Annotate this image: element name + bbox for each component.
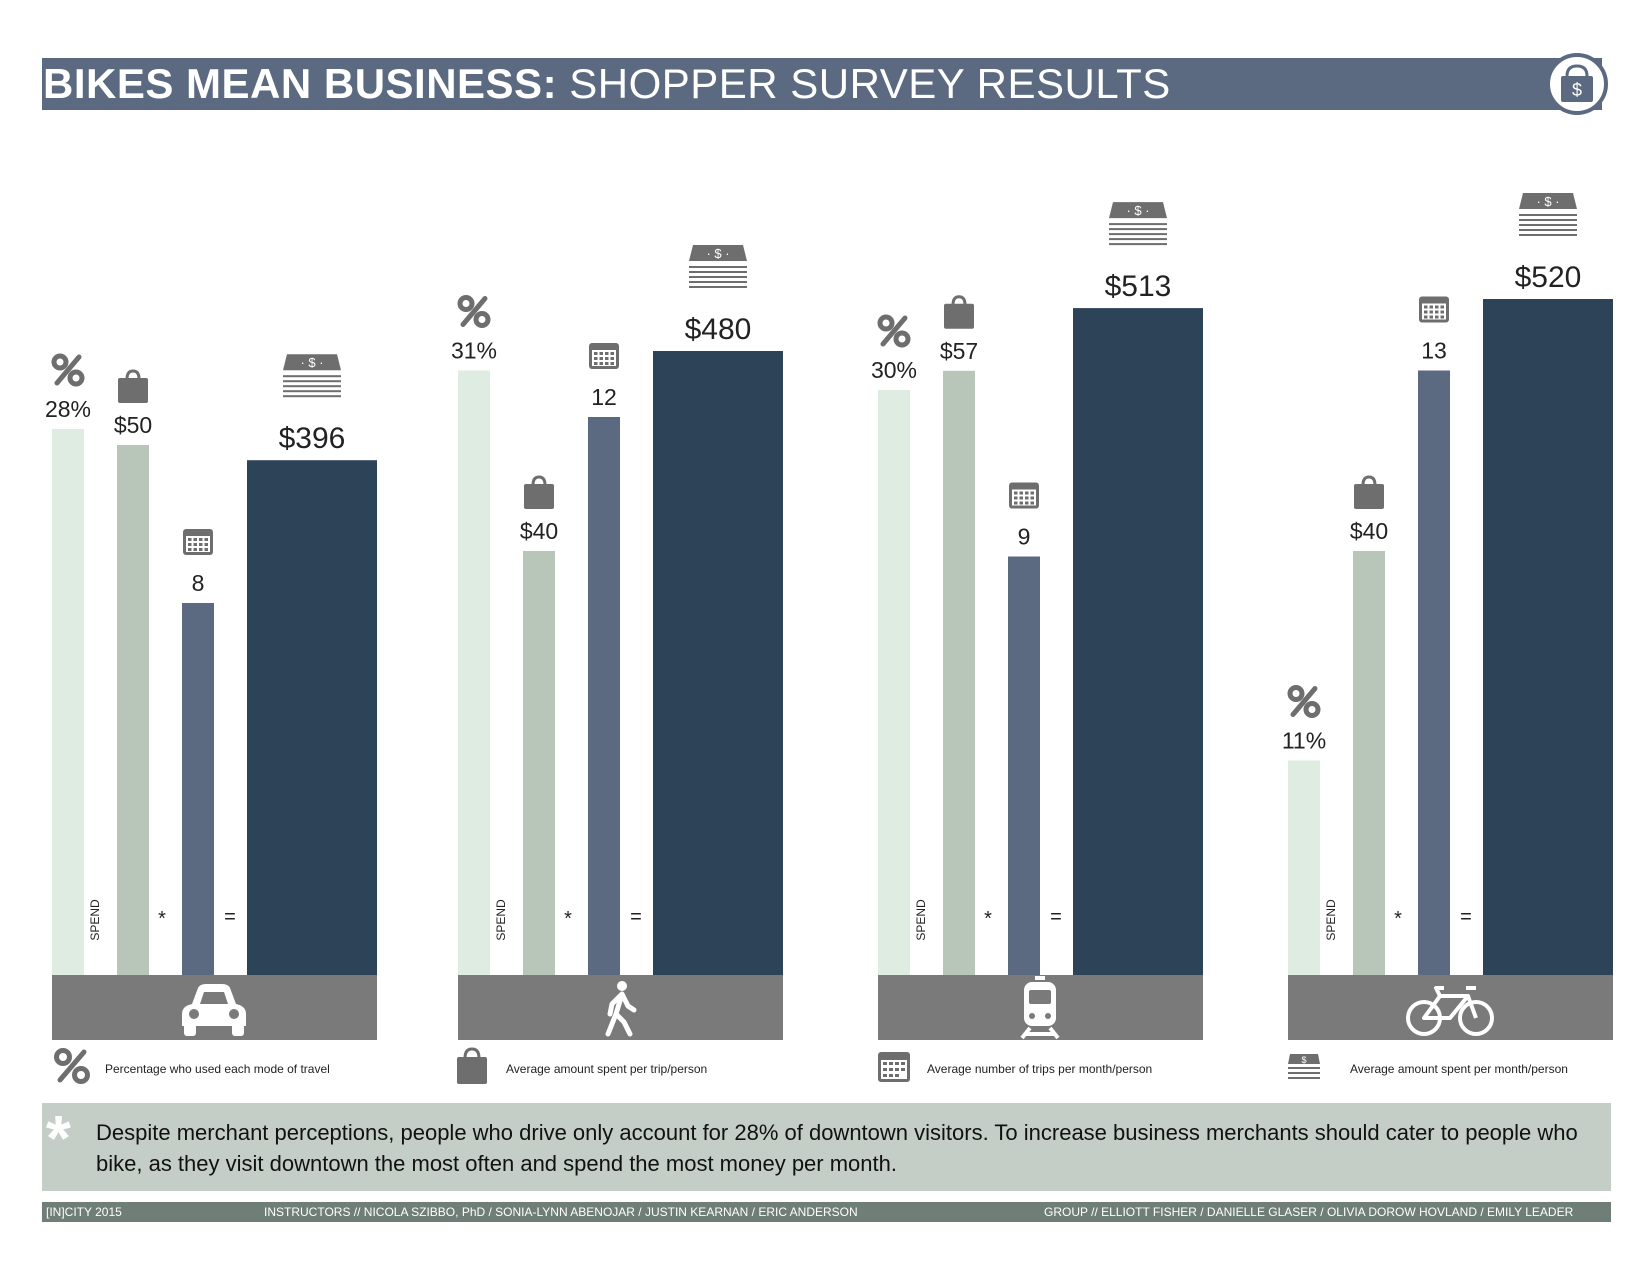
bar-walk-series-1 — [523, 551, 555, 975]
equals-sign-drive: = — [224, 906, 236, 928]
walking-person-icon — [605, 981, 637, 1037]
bar-walk-series-0 — [458, 370, 490, 975]
note-text: Despite merchant perceptions, people who… — [96, 1120, 1578, 1176]
bar-drive-series-1 — [117, 445, 149, 975]
data-label-transit-series-3: $513 — [1105, 270, 1172, 303]
data-label-bike-series-2: 13 — [1421, 338, 1447, 364]
page-title: BIKES MEAN BUSINESS: SHOPPER SURVEY RESU… — [43, 58, 1171, 110]
bar-bike-series-3 — [1483, 299, 1613, 975]
money-stack-icon-walk: · $ · — [689, 245, 747, 288]
shopping-bag-icon-drive — [118, 369, 148, 403]
shopping-bag-logo-icon: $ — [1546, 53, 1608, 115]
percent-icon-transit — [877, 314, 911, 348]
data-label-transit-series-2: 9 — [1018, 524, 1031, 550]
money-stack-icon-bike: · $ · — [1519, 193, 1577, 236]
money-stack-icon-drive: · $ · — [283, 354, 341, 398]
bar-transit-series-2 — [1008, 556, 1040, 975]
multiply-sign-bike: * — [1394, 908, 1402, 930]
data-label-drive-series-0: 28% — [45, 396, 91, 422]
data-label-transit-series-0: 30% — [871, 357, 917, 383]
legend-money-stack-icon: $ — [1288, 1054, 1320, 1079]
calendar-icon-drive — [183, 529, 213, 555]
svg-text:$: $ — [1301, 1055, 1306, 1065]
title-bold: BIKES MEAN BUSINESS: — [43, 60, 558, 107]
data-label-bike-series-1: $40 — [1350, 518, 1388, 544]
bar-drive-series-0 — [52, 429, 84, 975]
footer-bar — [42, 1202, 1611, 1222]
data-label-transit-series-1: $57 — [940, 338, 978, 364]
title-regular: SHOPPER SURVEY RESULTS — [569, 60, 1171, 107]
percent-icon-walk — [457, 295, 491, 328]
bar-walk-series-2 — [588, 417, 620, 975]
bar-bike-series-0 — [1288, 760, 1320, 975]
data-label-bike-series-0: 11% — [1282, 728, 1326, 754]
asterisk-icon: * — [46, 1102, 71, 1174]
money-stack-icon-transit: · $ · — [1109, 202, 1167, 246]
data-label-walk-series-1: $40 — [520, 518, 558, 544]
bar-walk-series-3 — [653, 351, 783, 975]
legend-shopping-bag-icon — [457, 1047, 487, 1084]
multiply-sign-walk: * — [564, 908, 572, 930]
car-icon — [182, 984, 246, 1036]
legend-label-percent: Percentage who used each mode of travel — [105, 1062, 330, 1076]
bar-bike-series-2 — [1418, 370, 1450, 975]
train-icon — [1020, 976, 1060, 1040]
equals-sign-walk: = — [630, 906, 642, 928]
data-label-walk-series-2: 12 — [591, 384, 617, 410]
bar-drive-series-3 — [247, 460, 377, 975]
legend-label-money: Average amount spent per month/person — [1350, 1062, 1568, 1076]
bicycle-icon — [1406, 986, 1494, 1036]
data-label-walk-series-3: $480 — [685, 313, 752, 346]
note-box — [42, 1103, 1611, 1191]
shopping-bag-icon-bike — [1354, 475, 1384, 509]
data-label-walk-series-0: 31% — [451, 338, 497, 364]
bar-transit-series-3 — [1073, 308, 1203, 976]
legend-label-calendar: Average number of trips per month/person — [927, 1062, 1153, 1076]
svg-text:$: $ — [1572, 80, 1582, 100]
svg-text:· $ ·: · $ · — [1126, 203, 1149, 218]
bar-drive-series-2 — [182, 603, 214, 975]
legend-percent-icon — [54, 1048, 90, 1084]
spend-label-transit: SPEND — [914, 899, 928, 941]
bar-bike-series-1 — [1353, 551, 1385, 975]
bar-chart: 28% $50 8 $396 · $ · SPEND * = 31% $40 12 $480 · $ ·… — [45, 193, 1613, 1040]
svg-text:· $ ·: · $ · — [706, 246, 729, 261]
legend-label-bag: Average amount spent per trip/person — [506, 1062, 708, 1076]
bar-transit-series-1 — [943, 370, 975, 975]
svg-text:· $ ·: · $ · — [300, 355, 323, 370]
percent-icon-bike — [1287, 685, 1321, 718]
mode-bar-bike — [1288, 975, 1613, 1040]
equals-sign-bike: = — [1460, 906, 1472, 928]
footer-left: [IN]CITY 2015 — [46, 1205, 122, 1219]
spend-label-walk: SPEND — [494, 899, 508, 941]
legend-calendar-icon — [878, 1052, 910, 1082]
bar-transit-series-0 — [878, 390, 910, 975]
equals-sign-transit: = — [1050, 906, 1062, 928]
calendar-icon-walk — [589, 343, 619, 369]
footer-center: INSTRUCTORS // NICOLA SZIBBO, PhD / SONI… — [264, 1205, 858, 1219]
multiply-sign-transit: * — [984, 908, 992, 930]
data-label-bike-series-3: $520 — [1515, 261, 1582, 294]
footer-right: GROUP // ELLIOTT FISHER / DANIELLE GLASE… — [1044, 1205, 1574, 1219]
data-label-drive-series-1: $50 — [114, 412, 152, 438]
svg-text:· $ ·: · $ · — [1536, 194, 1559, 209]
calendar-icon-bike — [1419, 296, 1449, 323]
spend-label-drive: SPEND — [88, 899, 102, 941]
percent-icon-drive — [51, 353, 85, 387]
data-label-drive-series-3: $396 — [279, 422, 346, 455]
multiply-sign-drive: * — [158, 908, 166, 930]
shopping-bag-icon-transit — [944, 295, 974, 329]
shopping-bag-icon-walk — [524, 475, 554, 509]
data-label-drive-series-2: 8 — [192, 570, 205, 596]
spend-label-bike: SPEND — [1324, 899, 1338, 941]
title-bar — [42, 58, 1602, 110]
calendar-icon-transit — [1009, 482, 1039, 509]
